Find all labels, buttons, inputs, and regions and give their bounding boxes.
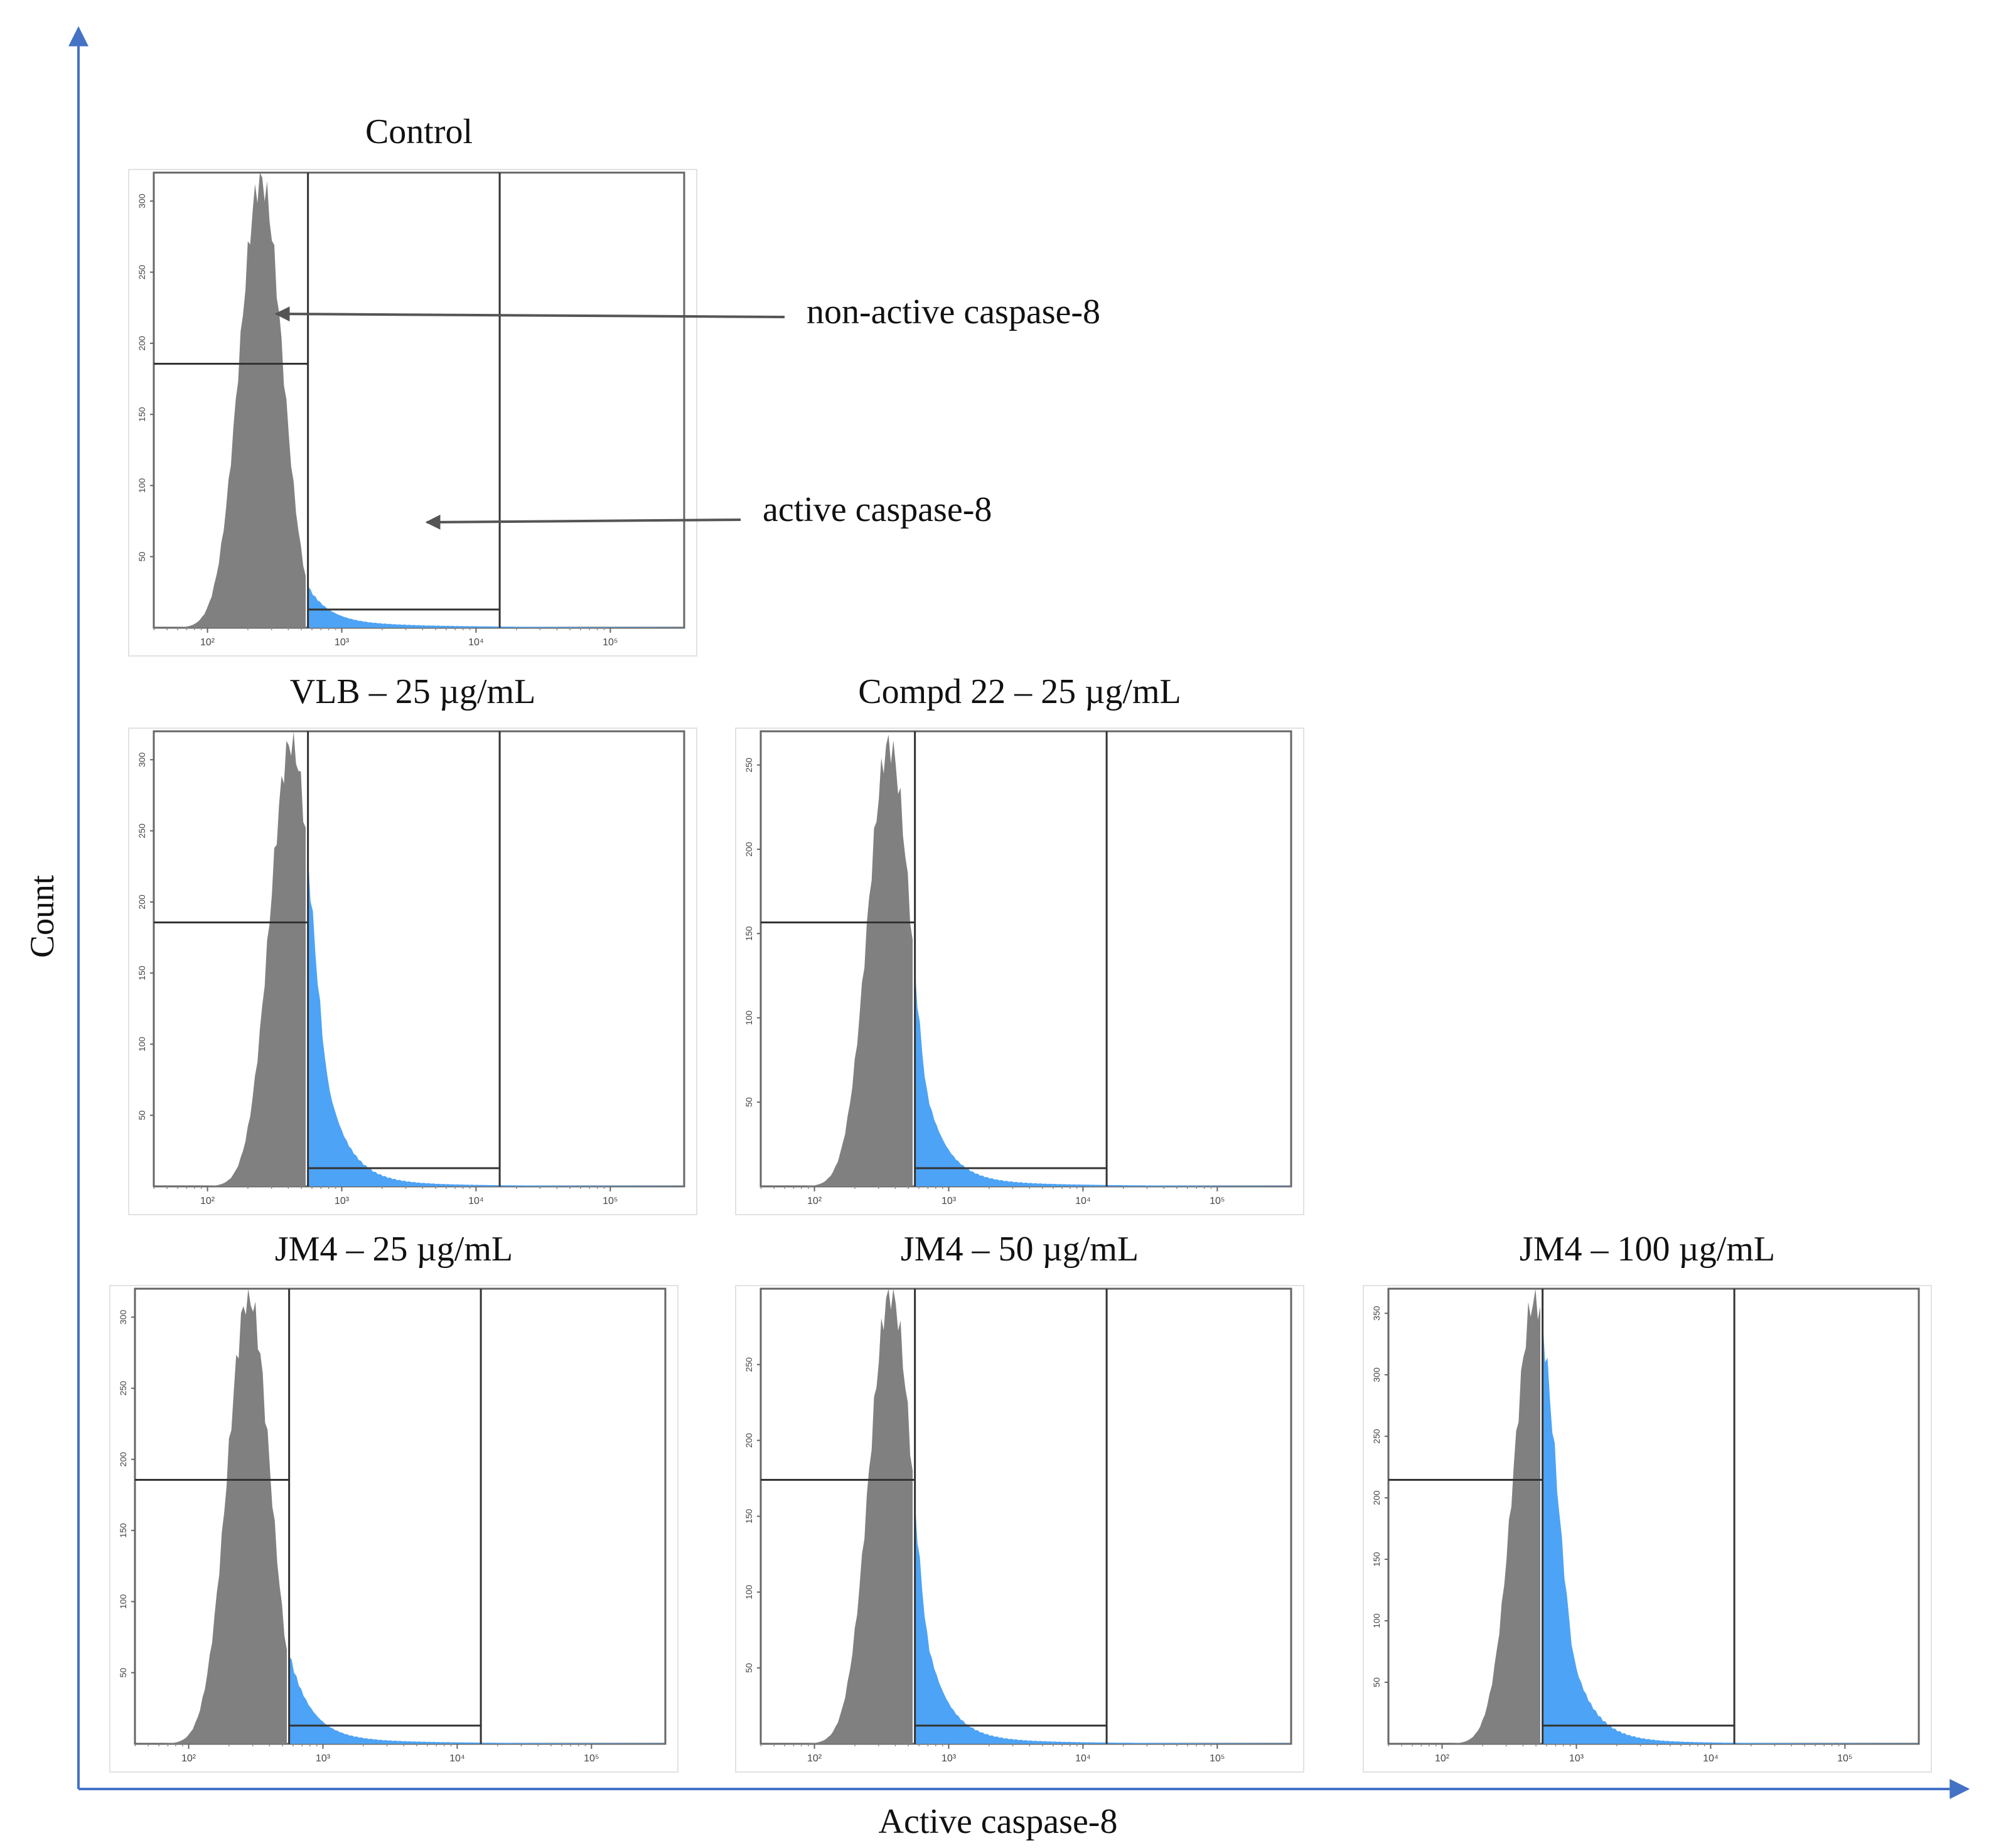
active-histogram [915,1501,1291,1744]
x-tick-label: 10³ [942,1753,957,1764]
y-tick-label: 250 [118,1381,128,1396]
histogram-panel: 50 100 150 200 250 300 350 10² 10³ 10⁴ 10⁵ JM4 – 10… [1363,1230,1932,1773]
x-tick-label: 10² [181,1753,196,1764]
x-tick-label: 10³ [335,637,350,648]
panel-title: VLB – 25 µg/mL [290,672,536,711]
y-tick-label: 50 [137,1110,147,1120]
x-tick-label: 10⁴ [468,637,484,648]
y-tick-label: 50 [137,552,147,562]
x-tick-label: 10² [200,1196,215,1206]
y-tick-label: 50 [118,1668,128,1678]
x-tick-label: 10⁵ [603,1196,618,1206]
y-tick-label: 250 [137,265,147,280]
x-tick-label: 10⁴ [449,1753,465,1764]
y-tick-label: 150 [744,1509,754,1524]
y-tick-label: 50 [744,1663,754,1673]
x-tick-label: 10² [807,1753,822,1764]
y-tick-label: 350 [1371,1306,1382,1321]
panel-title: JM4 – 25 µg/mL [275,1230,513,1269]
annotation-active-label: active caspase-8 [763,490,992,529]
non-active-histogram [761,734,913,1186]
x-tick-label: 10² [200,637,215,648]
y-tick-label: 250 [1371,1429,1382,1444]
y-tick-label: 100 [137,478,147,493]
x-tick-label: 10³ [1569,1753,1584,1764]
y-tick-label: 200 [118,1452,128,1467]
active-histogram [289,1657,665,1744]
x-tick-label: 10⁵ [603,637,618,648]
histogram-panel: 50 100 150 200 250 300 10² 10³ 10⁴ 10⁵ VLB – 25 µg… [128,672,697,1215]
x-tick-label: 10² [807,1196,822,1206]
panel-title: Compd 22 – 25 µg/mL [858,672,1181,711]
y-tick-label: 200 [1371,1490,1382,1505]
annotation-non-active-label: non-active caspase-8 [807,293,1100,331]
y-tick-label: 300 [137,193,147,208]
histogram-panel: 50 100 150 200 250 10² 10³ 10⁴ 10⁵ Compd 22 – 25 … [735,672,1304,1215]
non-active-histogram [135,1289,287,1744]
y-tick-label: 50 [1371,1677,1382,1687]
active-histogram [915,969,1291,1186]
x-tick-label: 10⁵ [1210,1196,1225,1206]
x-tick-label: 10⁴ [1703,1753,1719,1764]
non-active-histogram [1388,1289,1540,1744]
panel-frame [128,169,697,657]
y-tick-label: 100 [118,1594,128,1609]
x-tick-label: 10³ [942,1196,957,1206]
panel-frame [128,728,697,1215]
y-tick-label: 300 [137,752,147,767]
non-active-histogram [761,1289,913,1744]
panel-title: JM4 – 50 µg/mL [901,1230,1139,1269]
panel-title: JM4 – 100 µg/mL [1520,1230,1775,1269]
y-tick-label: 300 [118,1309,128,1324]
panel-frame [109,1285,679,1773]
histogram-panel: 50 100 150 200 250 300 10² 10³ 10⁴ 10⁵ JM4 – 25 µg… [109,1230,679,1773]
active-histogram [308,855,684,1186]
y-tick-label: 150 [1371,1552,1382,1567]
figure-x-axis-label: Active caspase-8 [879,1802,1118,1841]
y-tick-label: 200 [744,842,754,857]
y-tick-label: 100 [744,1011,754,1026]
x-tick-label: 10³ [335,1196,350,1206]
y-tick-label: 200 [137,336,147,351]
active-histogram [1542,1320,1919,1744]
histogram-panels: 50 100 150 200 250 300 10² 10³ 10⁴ 10⁵ Control 50 10… [109,112,1932,1773]
x-tick-label: 10² [1435,1753,1450,1764]
x-tick-label: 10⁵ [1210,1753,1225,1764]
y-tick-label: 150 [744,926,754,941]
y-tick-label: 150 [137,407,147,422]
x-tick-label: 10³ [316,1753,331,1764]
y-tick-label: 100 [137,1037,147,1052]
y-tick-label: 200 [744,1433,754,1448]
y-tick-label: 250 [744,1357,754,1372]
histogram-panel: 50 100 150 200 250 300 10² 10³ 10⁴ 10⁵ Control [128,112,697,657]
y-tick-label: 100 [744,1584,754,1599]
y-tick-label: 250 [137,824,147,839]
x-tick-label: 10⁴ [1075,1196,1091,1206]
x-tick-label: 10⁵ [1837,1753,1852,1764]
non-active-histogram [154,731,306,1186]
x-tick-label: 10⁵ [584,1753,599,1764]
y-tick-label: 50 [744,1097,754,1107]
x-tick-label: 10⁴ [468,1196,484,1206]
histogram-panel: 50 100 150 200 250 10² 10³ 10⁴ 10⁵ JM4 – 50 µg/mL [735,1230,1304,1773]
figure-y-axis-label: Count [23,875,61,958]
y-tick-label: 250 [744,758,754,773]
annotation-arrow-active [425,514,741,530]
y-tick-label: 200 [137,894,147,910]
panel-frame [735,728,1304,1215]
panel-title: Control [365,112,473,151]
y-tick-label: 150 [137,965,147,980]
panel-frame [1363,1285,1932,1773]
y-tick-label: 300 [1371,1367,1382,1382]
y-tick-label: 150 [118,1523,128,1538]
active-histogram [308,586,684,628]
x-tick-label: 10⁴ [1075,1753,1091,1764]
y-tick-label: 100 [1371,1613,1382,1628]
annotation-arrow-non-active [274,306,785,322]
non-active-histogram [154,173,306,628]
panel-frame [735,1285,1304,1773]
